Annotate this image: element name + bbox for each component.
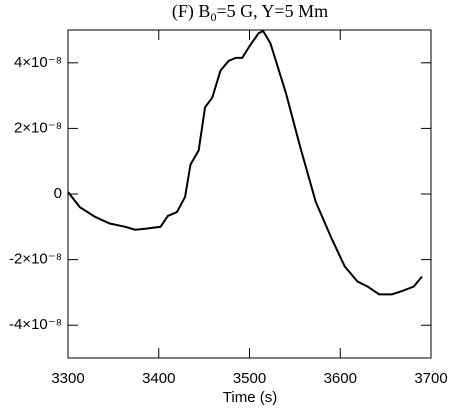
y-tick-label: -4×10⁻⁸ xyxy=(9,316,62,333)
x-tick-label: 3500 xyxy=(233,370,266,387)
y-tick-label: -2×10⁻⁸ xyxy=(9,251,62,268)
x-tick-label: 3300 xyxy=(51,370,84,387)
plot-frame xyxy=(67,29,432,359)
x-tick-label: 3700 xyxy=(414,370,447,387)
x-axis-label: Time (s) xyxy=(223,389,277,406)
x-tick-label: 3600 xyxy=(324,370,357,387)
title-part: (F) B xyxy=(172,1,211,22)
y-tick-label: 0 xyxy=(54,185,62,202)
title-part: =5 G, Y=5 Mm xyxy=(216,1,328,21)
x-tick-label: 3400 xyxy=(142,370,175,387)
data-line xyxy=(68,30,423,296)
title-subscript: 0 xyxy=(210,10,216,24)
y-tick-label: 4×10⁻⁸ xyxy=(14,54,62,71)
chart-title: (F) B0=5 G, Y=5 Mm xyxy=(172,1,328,24)
y-tick-label: 2×10⁻⁸ xyxy=(14,119,62,136)
